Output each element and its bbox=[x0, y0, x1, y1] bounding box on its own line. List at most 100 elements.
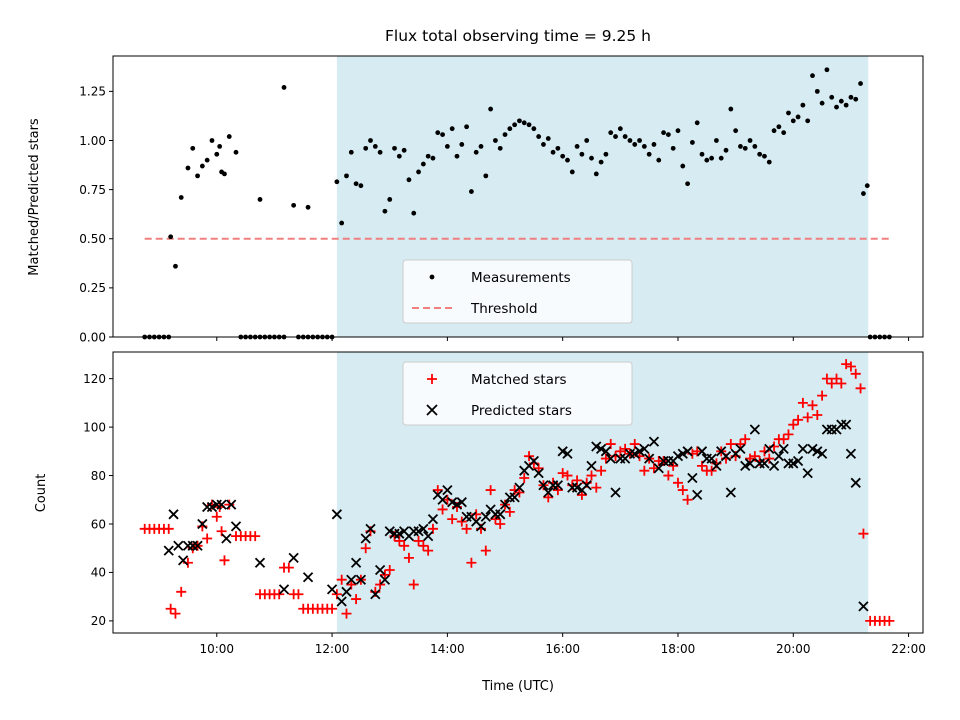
data-point bbox=[766, 159, 772, 165]
data-point bbox=[622, 134, 628, 139]
data-point bbox=[170, 608, 181, 619]
data-point bbox=[648, 463, 659, 474]
data-point bbox=[327, 603, 338, 614]
data-point bbox=[545, 136, 551, 141]
data-point bbox=[692, 489, 703, 501]
data-point bbox=[425, 153, 431, 159]
data-point bbox=[797, 397, 808, 408]
data-point bbox=[355, 574, 367, 585]
y-tick-label: 1.00 bbox=[79, 134, 106, 148]
data-point bbox=[747, 138, 753, 143]
data-point bbox=[711, 460, 722, 471]
data-point bbox=[254, 557, 266, 568]
legend-box bbox=[402, 361, 633, 426]
data-point bbox=[334, 179, 340, 185]
data-point bbox=[858, 601, 869, 612]
data-point bbox=[533, 467, 544, 479]
data-point bbox=[406, 177, 412, 183]
data-point bbox=[461, 523, 472, 534]
data-point bbox=[420, 161, 426, 167]
bottom-panel-frame bbox=[112, 351, 924, 634]
x-tick-label: 14:00 bbox=[430, 642, 465, 656]
data-point bbox=[800, 102, 806, 108]
bottom-legend: Matched stars Predicted stars bbox=[402, 361, 633, 426]
data-point bbox=[478, 143, 484, 149]
data-point bbox=[408, 579, 419, 590]
data-point bbox=[639, 443, 650, 455]
data-point bbox=[677, 485, 688, 496]
data-point bbox=[816, 448, 828, 459]
data-point bbox=[222, 171, 227, 177]
data-point bbox=[840, 419, 852, 430]
y-tick-label: 100 bbox=[83, 420, 106, 434]
data-point bbox=[752, 143, 758, 149]
x-tick-label: 12:00 bbox=[315, 642, 350, 656]
data-point bbox=[562, 470, 573, 481]
data-point bbox=[473, 149, 479, 155]
data-point bbox=[456, 516, 467, 527]
data-point bbox=[552, 485, 563, 496]
data-point bbox=[807, 400, 818, 411]
data-point bbox=[843, 102, 849, 108]
data-point bbox=[437, 494, 448, 505]
data-point bbox=[173, 540, 184, 551]
data-point bbox=[502, 132, 508, 138]
data-point bbox=[468, 189, 474, 194]
data-point bbox=[168, 509, 179, 520]
data-point bbox=[728, 106, 734, 112]
data-point bbox=[437, 504, 448, 515]
data-point bbox=[749, 424, 760, 435]
data-point bbox=[384, 565, 395, 576]
data-point bbox=[202, 533, 213, 544]
data-point bbox=[653, 463, 664, 474]
data-point bbox=[675, 128, 681, 134]
data-point bbox=[379, 574, 391, 585]
y-tick-label: 40 bbox=[91, 566, 106, 580]
data-point bbox=[632, 142, 638, 147]
data-point bbox=[709, 155, 715, 161]
data-point bbox=[788, 419, 799, 430]
data-point bbox=[370, 589, 381, 600]
data-point bbox=[401, 147, 407, 153]
data-point bbox=[682, 494, 693, 505]
data-point bbox=[449, 126, 455, 132]
data-point bbox=[475, 521, 487, 532]
data-point bbox=[514, 482, 525, 493]
data-point bbox=[757, 151, 763, 157]
data-point bbox=[817, 390, 828, 401]
data-point bbox=[495, 509, 506, 520]
data-point bbox=[826, 378, 837, 389]
data-point bbox=[233, 149, 239, 155]
data-point bbox=[399, 540, 410, 551]
data-point bbox=[598, 159, 604, 165]
data-point bbox=[562, 448, 573, 459]
x-tick-label: 18:00 bbox=[661, 642, 696, 656]
y-tick-label: 60 bbox=[91, 517, 106, 531]
data-point bbox=[517, 118, 522, 124]
data-point bbox=[219, 555, 230, 566]
data-point bbox=[192, 540, 203, 551]
data-point bbox=[291, 202, 297, 208]
data-point bbox=[639, 465, 650, 476]
data-point bbox=[363, 145, 369, 151]
series-predicted-stars bbox=[163, 419, 869, 612]
data-point bbox=[762, 153, 767, 159]
data-point bbox=[185, 165, 191, 171]
data-point bbox=[725, 487, 736, 498]
data-point bbox=[331, 509, 343, 520]
legend-box bbox=[402, 259, 633, 324]
data-point bbox=[555, 145, 561, 151]
data-point bbox=[778, 443, 789, 455]
data-point bbox=[781, 130, 787, 136]
data-point bbox=[302, 572, 314, 583]
data-point bbox=[507, 126, 513, 132]
data-point bbox=[718, 155, 724, 161]
data-point bbox=[514, 487, 525, 498]
data-point bbox=[524, 451, 535, 462]
data-point bbox=[704, 157, 710, 163]
data-point bbox=[190, 145, 196, 151]
data-point bbox=[336, 596, 347, 607]
data-point bbox=[488, 106, 494, 112]
data-point bbox=[776, 124, 782, 130]
